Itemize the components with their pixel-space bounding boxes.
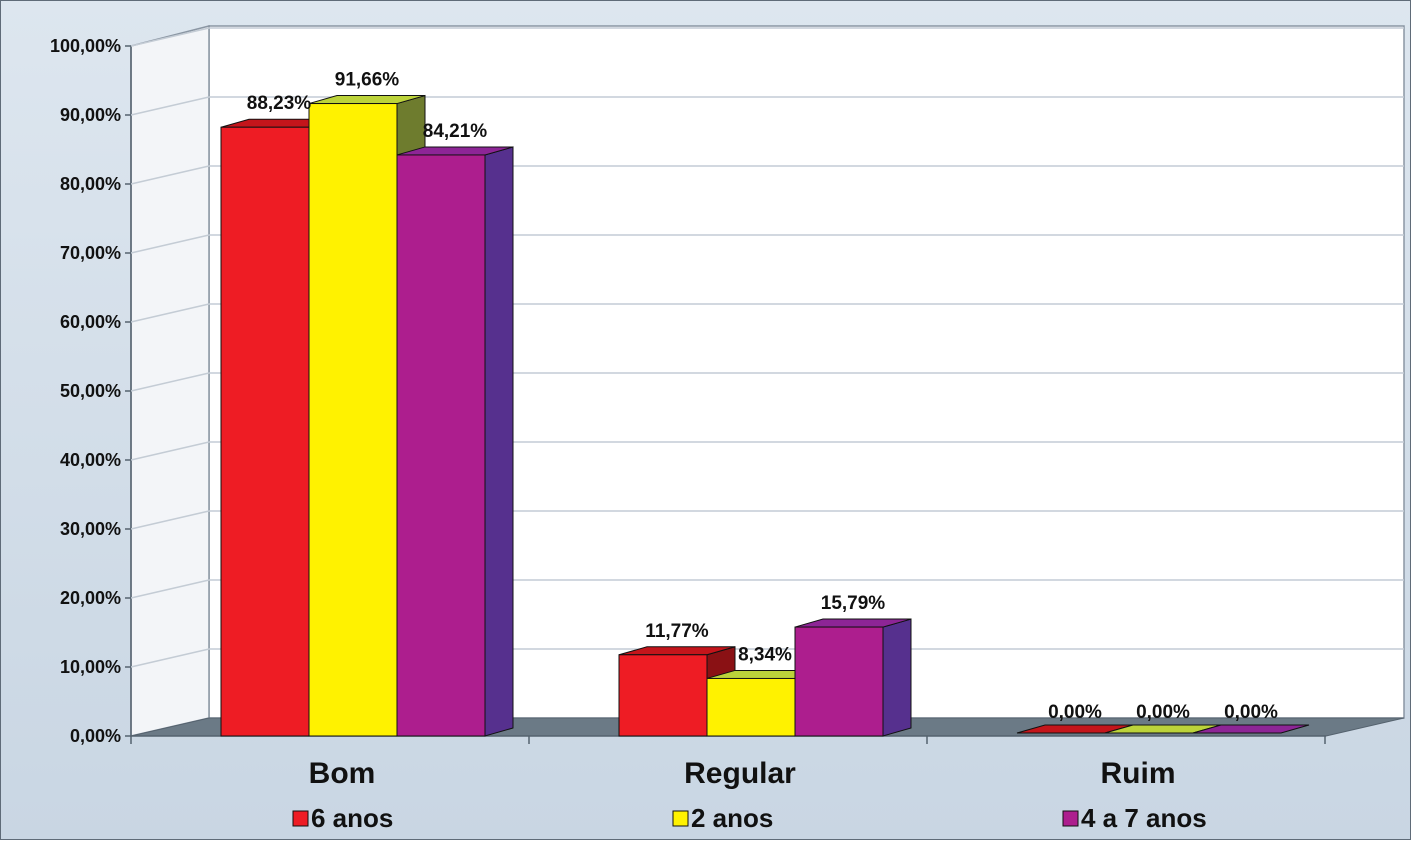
category-label: Bom	[309, 757, 376, 790]
legend-swatch	[672, 810, 689, 827]
legend-item: 2 anos	[672, 803, 773, 833]
data-label: 11,77%	[645, 621, 708, 642]
y-tick-label: 100,00%	[50, 36, 121, 56]
legend-label: 4 a 7 anos	[1081, 803, 1207, 833]
y-tick-label: 0,00%	[70, 726, 121, 746]
y-tick-label: 60,00%	[60, 312, 121, 332]
bar-front	[706, 677, 796, 737]
gridline-side	[130, 648, 210, 668]
gridline-side	[130, 510, 210, 530]
gridline-side	[130, 441, 210, 461]
gridline-side	[130, 165, 210, 185]
y-tick-label: 30,00%	[60, 519, 121, 539]
bar-front	[220, 126, 310, 737]
legend-label: 2 anos	[691, 803, 773, 833]
y-tick-label: 10,00%	[60, 657, 121, 677]
data-label: 0,00%	[1136, 702, 1190, 723]
data-label: 0,00%	[1224, 702, 1278, 723]
category-labels: Bom Regular Ruim	[309, 757, 1176, 790]
legend-swatch	[1062, 810, 1079, 827]
bar	[396, 146, 514, 737]
bar-side	[882, 618, 912, 737]
data-label: 15,79%	[821, 593, 886, 614]
bar	[794, 618, 912, 737]
bar-side	[484, 146, 514, 737]
y-tick-label: 40,00%	[60, 450, 121, 470]
bars	[220, 94, 1310, 737]
gridline-side	[130, 96, 210, 116]
gridline-side	[130, 372, 210, 392]
category-label: Regular	[684, 757, 796, 790]
data-label: 8,34%	[738, 644, 792, 665]
legend-swatch	[292, 810, 309, 827]
side-wall	[130, 25, 210, 737]
gridline-side	[130, 303, 210, 323]
bar-front	[794, 626, 884, 737]
y-tick-label: 90,00%	[60, 105, 121, 125]
gridline-side	[130, 234, 210, 254]
legend-item: 6 anos	[292, 803, 393, 833]
data-labels: 88,23% 91,66% 84,21% 11,77% 8,34% 15,79% 0,00%…	[247, 70, 1278, 723]
y-tick-label: 70,00%	[60, 243, 121, 263]
data-label: 91,66%	[335, 70, 400, 91]
y-axis-ticks: 0,00% 10,00% 20,00% 30,00% 40,00% 50,00% 60,00…	[50, 36, 131, 746]
legend-item: 4 a 7 anos	[1062, 803, 1207, 833]
y-tick-label: 50,00%	[60, 381, 121, 401]
gridline-side	[130, 27, 210, 47]
legend-label: 6 anos	[311, 803, 393, 833]
data-label: 88,23%	[247, 93, 312, 114]
gridline-side	[130, 579, 210, 599]
bar-front	[618, 654, 708, 737]
data-label: 0,00%	[1048, 702, 1102, 723]
data-label: 84,21%	[423, 121, 488, 142]
legend: 6 anos 2 anos 4 a 7 anos	[292, 803, 1207, 833]
category-label: Ruim	[1101, 757, 1176, 790]
bar-front	[308, 103, 398, 737]
y-tick-label: 80,00%	[60, 174, 121, 194]
bar-flat	[1192, 724, 1310, 734]
y-tick-label: 20,00%	[60, 588, 121, 608]
bar	[1192, 724, 1310, 734]
bar-front	[396, 154, 486, 737]
